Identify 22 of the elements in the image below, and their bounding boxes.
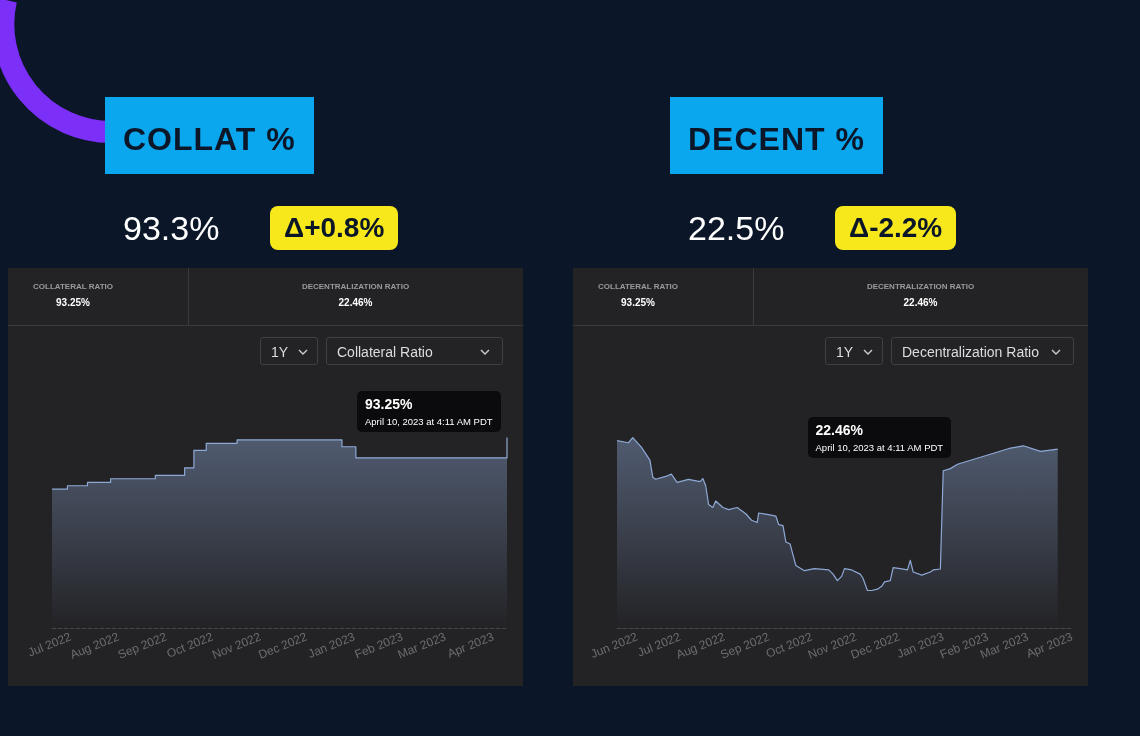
text: 1Y (825, 337, 883, 365)
annotation: 93.25% April 10, 2023 at 4:11 AM PDT (365, 395, 493, 427)
text: 93.25% (620, 297, 656, 308)
text: 1Y (260, 337, 318, 365)
text: COLLATERAL RATIO (597, 282, 679, 291)
text: Decentralization Ratio (891, 337, 1074, 365)
text: COLLATERAL RATIO (32, 282, 114, 291)
text: 22.46% (902, 297, 939, 308)
x-tick-label: Apr 2023 (445, 629, 497, 661)
chart-title: DECENT % (670, 97, 883, 174)
text: Δ+0.8% (270, 206, 399, 250)
text: Δ-2.2% (835, 206, 957, 250)
text: DECENTRALIZATION RATIO (300, 282, 411, 291)
text: 93.3% (123, 208, 220, 249)
annotation: 22.46% April 10, 2023 at 4:11 AM PDT (815, 422, 944, 454)
text: 93.25% (55, 297, 91, 308)
text: DECENTRALIZATION RATIO (865, 282, 976, 291)
text: Collateral Ratio (326, 337, 503, 365)
x-tick-label: Jun 2022 (588, 629, 640, 661)
chart-title: COLLAT % (105, 97, 314, 174)
text: 22.46% (337, 297, 374, 308)
text: 22.5% (688, 208, 785, 249)
